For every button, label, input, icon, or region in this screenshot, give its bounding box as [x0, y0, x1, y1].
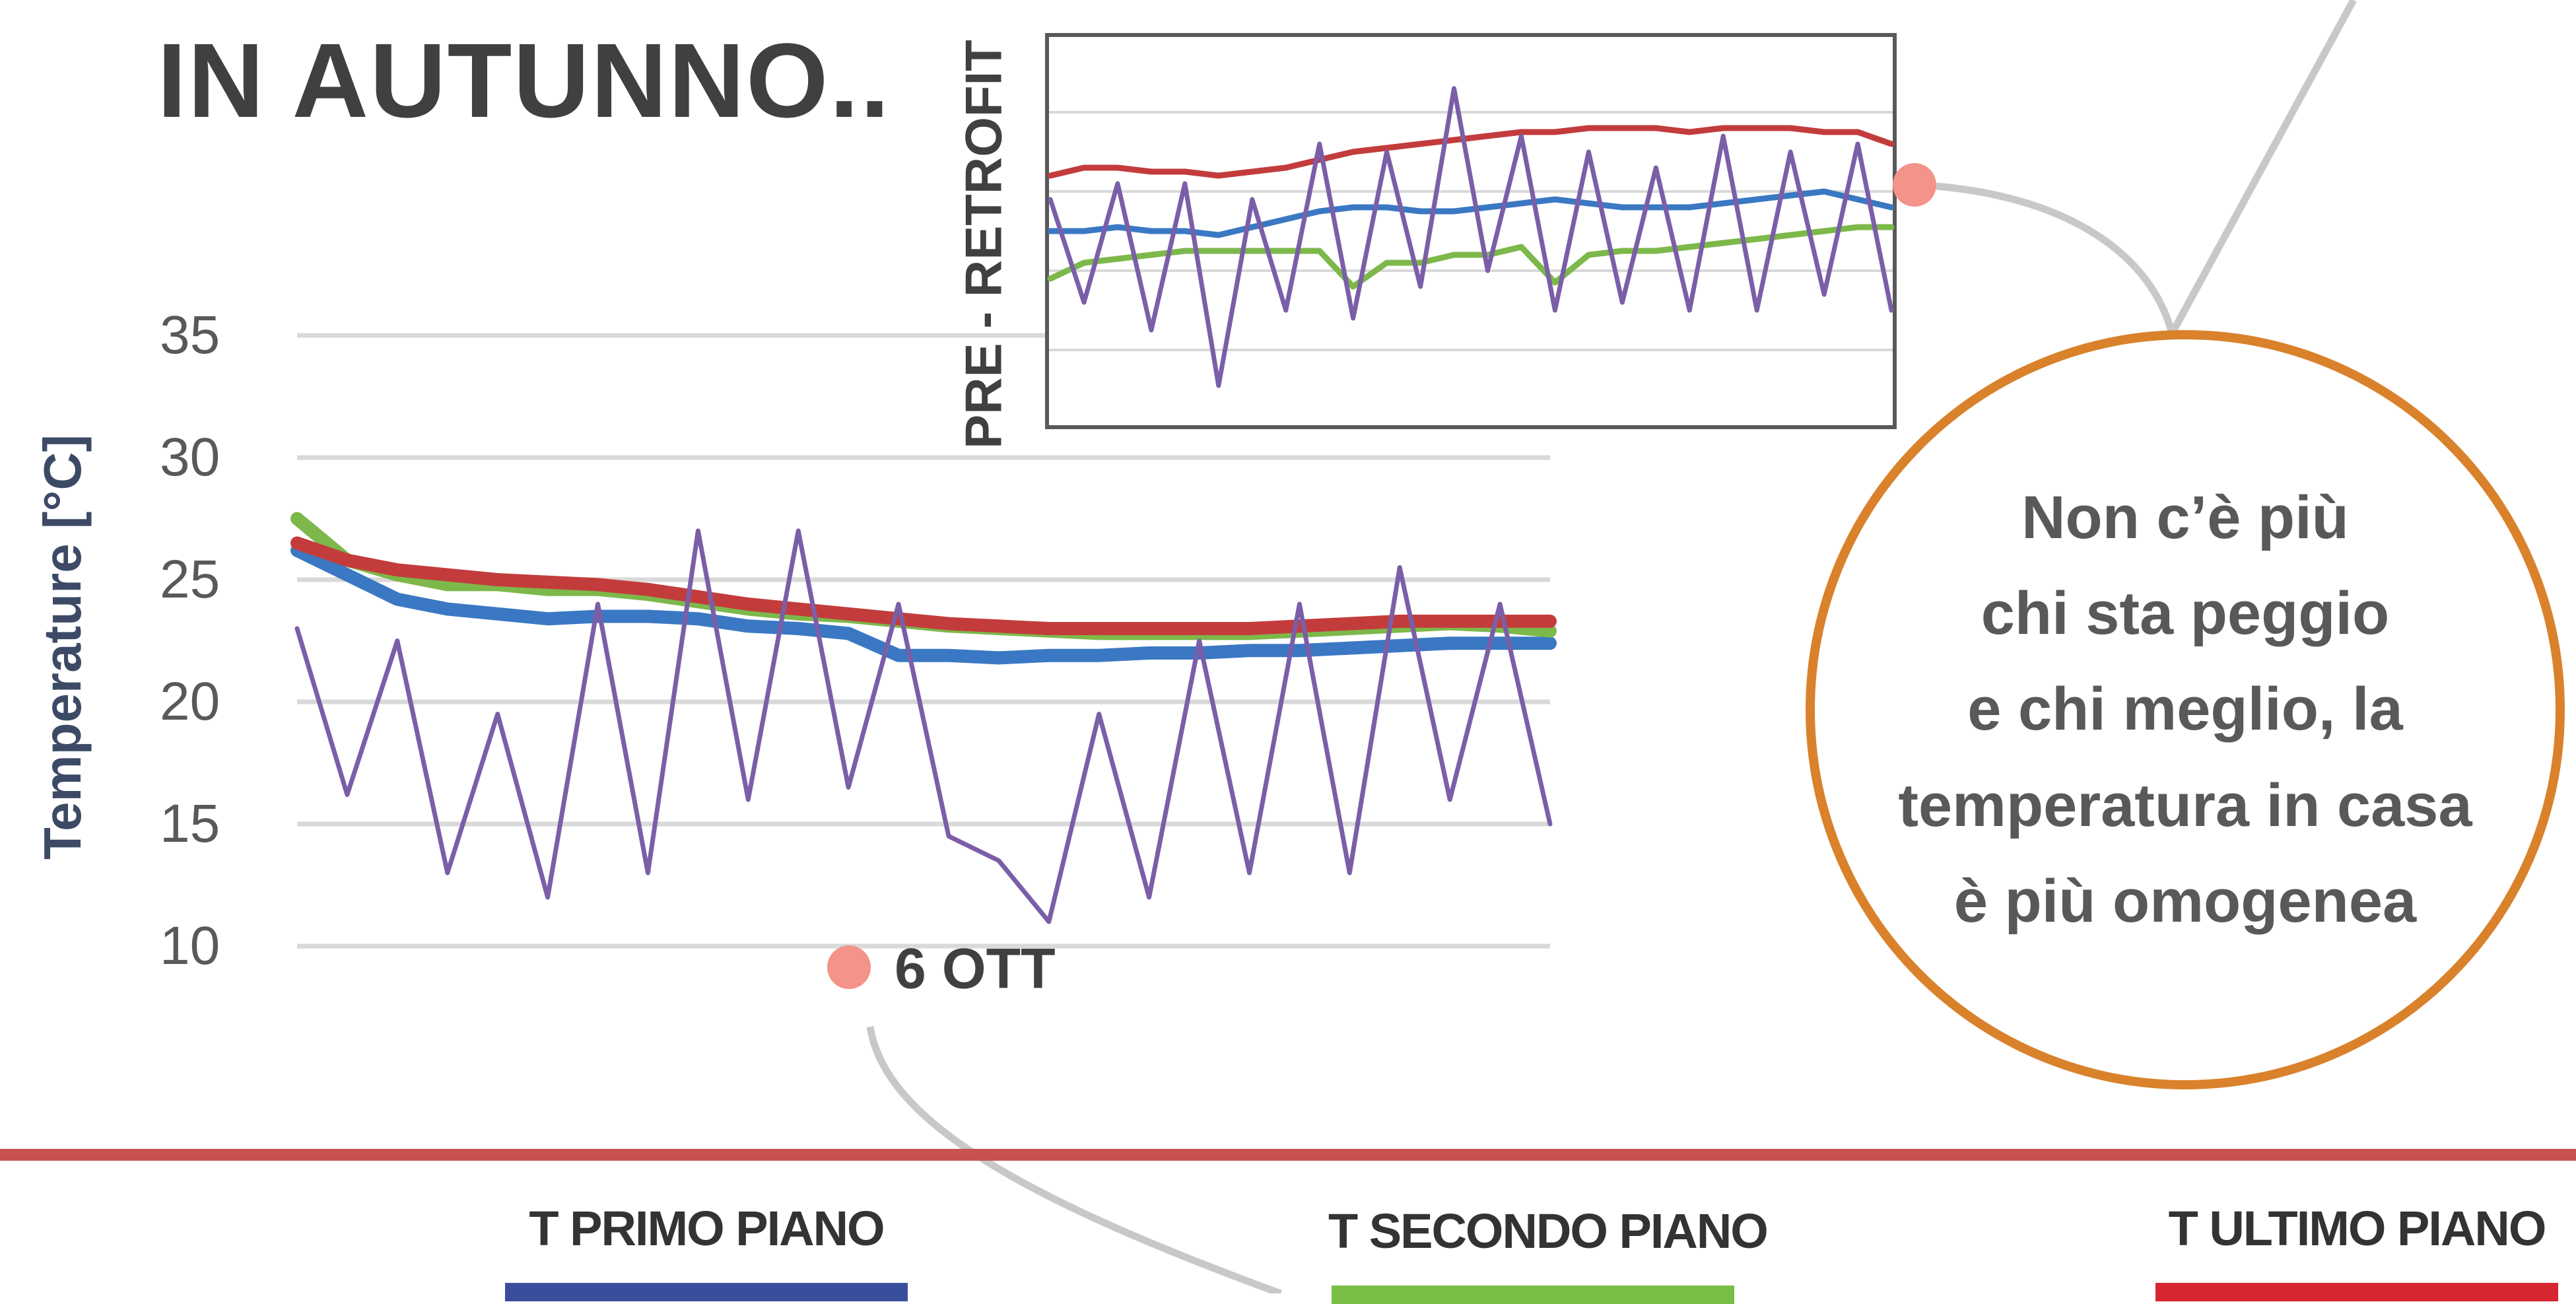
series-line-primo [290, 543, 1557, 665]
inset-series-line-ultimo [1047, 125, 1895, 179]
inset-series-line-secondo [1047, 224, 1895, 290]
y-tick-label: 20 [160, 671, 220, 732]
annotation-marker-label: 6 OTT [895, 937, 1056, 1001]
callout-text: Non c’è più chi sta peggio e chi meglio,… [1898, 470, 2472, 950]
legend-label: T PRIMO PIANO [529, 1201, 885, 1256]
callout-circle: Non c’è più chi sta peggio e chi meglio,… [1806, 330, 2565, 1089]
y-tick-label: 25 [160, 549, 220, 609]
legend-label: T SECONDO PIANO [1328, 1204, 1769, 1258]
callout-line: e chi meglio, la [1967, 675, 2403, 743]
callout-line: temperatura in casa [1898, 771, 2472, 839]
y-tick-label: 30 [160, 427, 220, 487]
pre-retrofit-inset-chart [1045, 33, 1897, 429]
section-divider [0, 1149, 2576, 1161]
series-line-esterna [294, 528, 1553, 924]
callout-line: è più omogenea [1953, 868, 2417, 936]
legend-item-secondo-piano: T SECONDO PIANO [1328, 1203, 1769, 1304]
inset-marker-dot [1893, 163, 1936, 207]
main-chart-y-axis-label: Temperature [°C] [33, 434, 92, 860]
y-tick-label: 10 [160, 916, 220, 976]
callout-line: chi sta peggio [1981, 579, 2390, 647]
annotation-marker-dot [827, 945, 871, 989]
legend-swatch [505, 1283, 908, 1301]
legend-item-primo-piano: T PRIMO PIANO [502, 1200, 911, 1301]
inset-chart-label: PRE - RETROFIT [954, 40, 1013, 449]
slide-headline: IN AUTUNNO.. [157, 21, 891, 139]
legend-swatch [1332, 1286, 1734, 1304]
inset-series-line-esterna [1048, 86, 1894, 388]
legend-label: T ULTIMO PIANO [2168, 1201, 2547, 1256]
series-line-ultimo [290, 536, 1557, 635]
y-tick-label: 15 [160, 794, 220, 854]
legend-item-ultimo-piano: T ULTIMO PIANO [2152, 1200, 2561, 1301]
inset-series-line-primo [1047, 188, 1895, 238]
y-tick-label: 35 [160, 305, 220, 365]
legend-swatch [2155, 1283, 2558, 1301]
callout-line: Non c’è più [2021, 483, 2349, 551]
